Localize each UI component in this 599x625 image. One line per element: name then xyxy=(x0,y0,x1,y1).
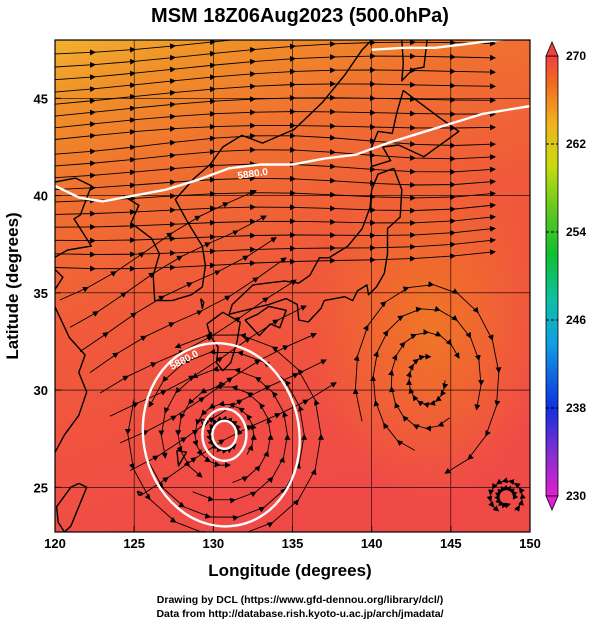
streamline-east-gyre xyxy=(352,281,502,474)
credit-data: Data from http://database.rish.kyoto-u.a… xyxy=(156,608,443,620)
x-tick-label: 140 xyxy=(361,536,383,551)
streamline-westerly xyxy=(55,122,496,140)
contour-5880-far-north xyxy=(371,40,509,51)
x-tick-label: 120 xyxy=(44,536,66,551)
figure-title: MSM 18Z06Aug2023 (500.0hPa) xyxy=(151,5,449,27)
y-tick-label: 25 xyxy=(34,480,48,495)
contour-label-north: 5880.0 xyxy=(237,167,269,182)
colorbar-tick-label: 254 xyxy=(566,225,586,239)
colorbar-max-triangle xyxy=(545,40,559,57)
y-tick-label: 35 xyxy=(34,286,48,301)
x-tick-label: 135 xyxy=(282,536,304,551)
contour-typhoon-core xyxy=(211,419,238,450)
streamline-southeast-eddy xyxy=(486,477,526,512)
streamline-westerly xyxy=(55,175,496,191)
y-tick-label: 30 xyxy=(34,383,48,398)
y-tick-label: 40 xyxy=(34,189,48,204)
colorbar-tick-label: 230 xyxy=(566,489,586,503)
colorbar-tick-label: 262 xyxy=(566,137,586,151)
y-tick-label: 45 xyxy=(34,91,48,106)
contour-5880-north xyxy=(55,104,530,203)
colorbar: 230 238 246 254 262 270 xyxy=(545,40,586,512)
colorbar-tick-label: 238 xyxy=(566,401,586,415)
x-tick-label: 150 xyxy=(519,536,541,551)
x-axis-ticks: 120 125 130 135 140 145 150 xyxy=(44,526,541,551)
x-axis-label: Longitude (degrees) xyxy=(208,561,371,580)
streamline-typhoon-ring xyxy=(124,331,324,532)
coast-taiwan xyxy=(55,482,88,532)
x-tick-label: 125 xyxy=(123,536,145,551)
contour-5880-typhoon-outer xyxy=(141,341,301,528)
streamline-westerly xyxy=(55,146,496,167)
colorbar-bar xyxy=(545,55,559,497)
contour-typhoon-inner xyxy=(201,407,248,462)
colorbar-tick-label: 246 xyxy=(566,313,586,327)
y-axis-ticks: 25 30 35 40 45 xyxy=(34,91,61,495)
colorbar-tick-label: 270 xyxy=(566,49,586,63)
height-contours xyxy=(55,40,530,528)
coast-china xyxy=(55,177,93,494)
warm-anomaly-east xyxy=(310,160,530,500)
streamline-westerly xyxy=(55,108,496,129)
credit-drawing: Drawing by DCL (https://www.gfd-dennou.o… xyxy=(157,594,443,606)
colorbar-min-triangle xyxy=(545,495,559,512)
y-axis-label: Latitude (degrees) xyxy=(3,212,22,359)
colorbar-ticks: 230 238 246 254 262 270 xyxy=(546,49,586,503)
x-tick-label: 130 xyxy=(202,536,224,551)
x-tick-label: 145 xyxy=(440,536,462,551)
map-plot-area xyxy=(55,40,530,532)
